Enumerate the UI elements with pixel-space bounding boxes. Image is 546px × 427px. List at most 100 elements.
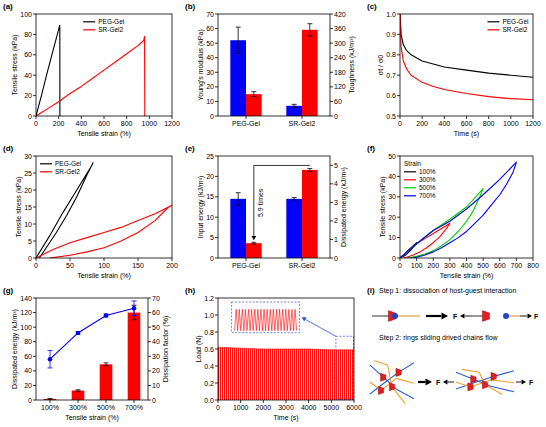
error-bar (292, 104, 297, 107)
x-tick (286, 400, 287, 403)
x-tick-label: 600 (494, 262, 506, 269)
y-tick (215, 298, 218, 299)
y2-tick-label: 3 (334, 199, 338, 206)
y2-tick (148, 370, 151, 371)
plot-area (218, 347, 354, 400)
x-tick-label: 5000 (324, 404, 340, 411)
y-tick-label: 60 (24, 51, 32, 58)
x-tick-label: 0 (216, 404, 220, 411)
x-tick (422, 116, 423, 119)
frame (36, 156, 172, 258)
x-tick (416, 258, 417, 261)
marker (48, 357, 53, 362)
y-tick-label: 120 (20, 309, 32, 316)
y-tick (215, 258, 218, 259)
y2-axis-title: Dissipation factor (%) (162, 316, 170, 383)
legend-label: 700% (419, 192, 436, 199)
series-line (400, 14, 533, 77)
y-tick (33, 116, 36, 117)
series-line (36, 25, 60, 116)
legend-label: PEG-Gel (502, 18, 529, 25)
y-tick-label: 0.5 (386, 113, 396, 120)
x-tick-label: 150 (132, 262, 144, 269)
y2-tick (148, 400, 151, 401)
error-bar (104, 314, 109, 317)
x-tick (263, 400, 264, 403)
y-tick-label: 0.2 (204, 380, 214, 387)
legend-swatch (404, 195, 416, 196)
x-tick (444, 116, 445, 119)
y2-tick (330, 101, 333, 102)
legend-label: SR-Gel2 (55, 168, 80, 175)
x-tick (149, 116, 150, 119)
x-tick-label: 200 (166, 262, 178, 269)
y2-tick-label: 40 (152, 338, 160, 345)
y-tick-label: 20 (24, 187, 32, 194)
y2-tick-label: 1 (334, 236, 338, 243)
y-tick-label: 70 (206, 11, 214, 18)
y2-tick (330, 72, 333, 73)
y2-axis-title: Dissipated energy (kJ/m³) (340, 167, 348, 247)
diagram: (i)Step 1: dissociation of host-guest in… (367, 286, 539, 404)
host-ring (378, 386, 383, 394)
y-tick (33, 385, 36, 386)
x-tick-label: PEG-Gel (232, 120, 260, 127)
y-tick (215, 176, 218, 177)
y2-tick (148, 312, 151, 313)
error-bar (307, 24, 312, 36)
inset-frame (232, 302, 300, 333)
inset-line (235, 309, 297, 330)
x-tick (302, 258, 303, 261)
step-arrow (418, 381, 425, 383)
annotation-bracket (254, 165, 310, 166)
y-tick-label: 20 (388, 214, 396, 221)
series-line (400, 14, 533, 100)
series-line (400, 162, 516, 258)
x-tick-label: 100 (411, 262, 423, 269)
x-tick-label: 6000 (346, 404, 362, 411)
legend-swatch (404, 187, 416, 188)
frame (400, 156, 533, 258)
x-tick (449, 258, 450, 261)
error-bar (292, 198, 297, 200)
y2-tick-label: 10 (152, 382, 160, 389)
y-tick-label: 1.2 (204, 295, 214, 302)
y2-tick (148, 298, 151, 299)
x-tick-label: 300% (69, 404, 87, 411)
step-label: Step 2: rings sliding drived chains flow (379, 334, 499, 342)
y-tick-label: 1.0 (204, 312, 214, 319)
y-tick-label: 0 (28, 397, 32, 404)
y-axis-title: Tensile stress (kPa) (11, 34, 19, 95)
y-tick (215, 72, 218, 73)
y-tick (33, 312, 36, 313)
y-tick-label: 0.8 (204, 329, 214, 336)
y-tick-label: 0 (28, 113, 32, 120)
force-arrow-head (522, 380, 526, 385)
legend-label: SR-Gel2 (98, 26, 123, 33)
y-tick-label: 10 (206, 214, 214, 221)
y-tick-label: 50 (388, 153, 396, 160)
legend-label: SR-Gel2 (502, 26, 527, 33)
x-tick (533, 116, 534, 119)
panel-label: (i) (367, 286, 375, 295)
x-tick (134, 400, 135, 403)
plot-area (44, 301, 141, 400)
load-band (218, 347, 354, 400)
x-tick (400, 258, 401, 261)
legend-swatch (404, 179, 416, 180)
x-tick-label: 100% (41, 404, 59, 411)
y-tick (215, 217, 218, 218)
x-tick (510, 116, 511, 119)
frame (400, 14, 533, 116)
x-tick-label: 0 (34, 120, 38, 127)
y2-tick (330, 43, 333, 44)
y-tick-label: 10 (388, 234, 396, 241)
y-tick (215, 28, 218, 29)
y-tick (215, 400, 218, 401)
frame (36, 14, 172, 116)
legend-label: 100% (419, 168, 436, 175)
panel-label: (e) (185, 144, 195, 153)
error-bar (132, 301, 137, 316)
y-tick-label: 25 (206, 153, 214, 160)
series-line (36, 163, 93, 258)
